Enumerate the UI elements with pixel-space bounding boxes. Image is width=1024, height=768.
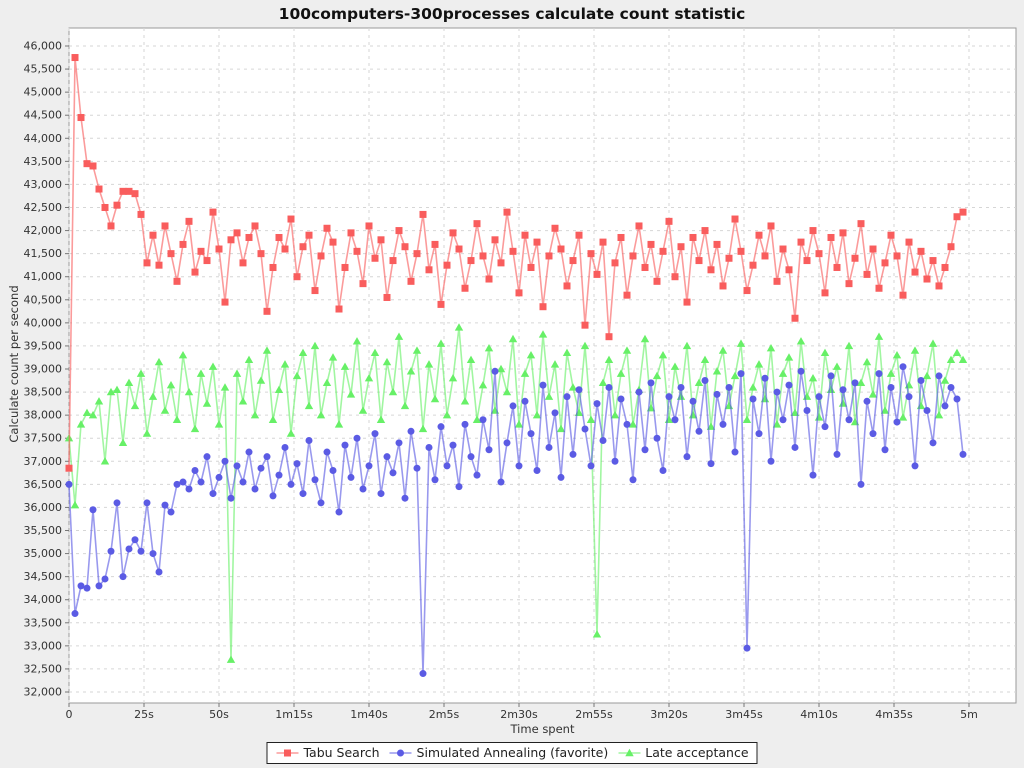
svg-text:34,500: 34,500	[24, 570, 63, 583]
svg-text:35,000: 35,000	[24, 547, 63, 560]
simulated-annealing-marker-icon	[389, 747, 413, 759]
svg-text:42,500: 42,500	[24, 201, 63, 214]
svg-text:39,000: 39,000	[24, 363, 63, 376]
svg-text:0: 0	[66, 708, 73, 721]
svg-text:37,000: 37,000	[24, 455, 63, 468]
svg-text:43,000: 43,000	[24, 178, 63, 191]
svg-text:37,500: 37,500	[24, 432, 63, 445]
y-axis-title: Calculate count per second	[7, 285, 21, 443]
svg-text:44,500: 44,500	[24, 109, 63, 122]
svg-text:33,000: 33,000	[24, 639, 63, 652]
svg-text:4m10s: 4m10s	[800, 708, 838, 721]
series-markers	[64, 323, 968, 663]
legend-item-late-acceptance: Late acceptance	[617, 745, 749, 760]
svg-text:40,000: 40,000	[24, 316, 63, 329]
svg-text:43,500: 43,500	[24, 155, 63, 168]
svg-text:3m45s: 3m45s	[725, 708, 763, 721]
legend: Tabu Search Simulated Annealing (favorit…	[266, 742, 758, 764]
plot-area	[68, 27, 1017, 704]
legend-label-simulated-annealing: Simulated Annealing (favorite)	[416, 745, 609, 760]
series-line	[68, 57, 964, 469]
svg-text:41,000: 41,000	[24, 270, 63, 283]
series-markers	[65, 54, 967, 472]
svg-text:35,500: 35,500	[24, 524, 63, 537]
svg-text:1m40s: 1m40s	[350, 708, 388, 721]
svg-text:2m55s: 2m55s	[575, 708, 613, 721]
legend-item-tabu-search: Tabu Search	[275, 745, 380, 760]
series-tabu-search	[65, 54, 967, 472]
grid	[68, 28, 1016, 703]
svg-text:3m20s: 3m20s	[650, 708, 688, 721]
legend-item-simulated-annealing: Simulated Annealing (favorite)	[389, 745, 609, 760]
svg-text:50s: 50s	[209, 708, 229, 721]
svg-text:5m: 5m	[960, 708, 978, 721]
late-acceptance-marker-icon	[617, 747, 641, 759]
series-markers	[65, 363, 967, 678]
svg-text:32,500: 32,500	[24, 662, 63, 675]
svg-text:34,000: 34,000	[24, 593, 63, 606]
svg-text:25s: 25s	[134, 708, 154, 721]
chart-title: 100computers-300processes calculate coun…	[278, 5, 746, 23]
svg-text:33,500: 33,500	[24, 616, 63, 629]
svg-text:40,500: 40,500	[24, 293, 63, 306]
svg-text:45,500: 45,500	[24, 63, 63, 76]
svg-text:1m15s: 1m15s	[275, 708, 313, 721]
svg-text:38,500: 38,500	[24, 386, 63, 399]
svg-text:42,000: 42,000	[24, 224, 63, 237]
svg-text:38,000: 38,000	[24, 409, 63, 422]
svg-text:2m5s: 2m5s	[429, 708, 460, 721]
tabu-search-marker-icon	[275, 747, 299, 759]
svg-text:44,000: 44,000	[24, 132, 63, 145]
series-late-acceptance	[64, 323, 968, 663]
svg-text:39,500: 39,500	[24, 339, 63, 352]
legend-label-late-acceptance: Late acceptance	[645, 745, 749, 760]
svg-text:36,500: 36,500	[24, 478, 63, 491]
svg-text:2m30s: 2m30s	[500, 708, 538, 721]
svg-text:45,000: 45,000	[24, 86, 63, 99]
series-simulated-annealing-favorite	[65, 363, 967, 678]
axis-tick-labels: 32,000 32,500 33,000 33,500 34,000 34,500 35,0…	[24, 40, 978, 722]
svg-text:41,500: 41,500	[24, 247, 63, 260]
series-line	[68, 327, 964, 660]
x-axis-title: Time spent	[510, 722, 575, 736]
svg-text:46,000: 46,000	[24, 40, 63, 53]
legend-label-tabu-search: Tabu Search	[303, 745, 380, 760]
svg-text:36,000: 36,000	[24, 501, 63, 514]
svg-text:4m35s: 4m35s	[875, 708, 913, 721]
svg-text:32,000: 32,000	[24, 686, 63, 699]
